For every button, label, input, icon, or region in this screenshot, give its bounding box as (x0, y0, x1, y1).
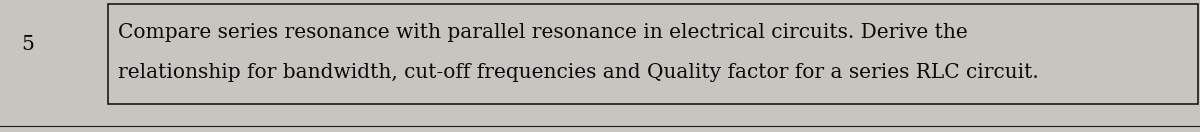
Text: relationship for bandwidth, cut-off frequencies and Quality factor for a series : relationship for bandwidth, cut-off freq… (118, 62, 1039, 81)
Bar (108, 4, 1198, 104)
Text: 5: 5 (22, 34, 35, 53)
Text: Compare series resonance with parallel resonance in electrical circuits. Derive : Compare series resonance with parallel r… (118, 22, 967, 41)
